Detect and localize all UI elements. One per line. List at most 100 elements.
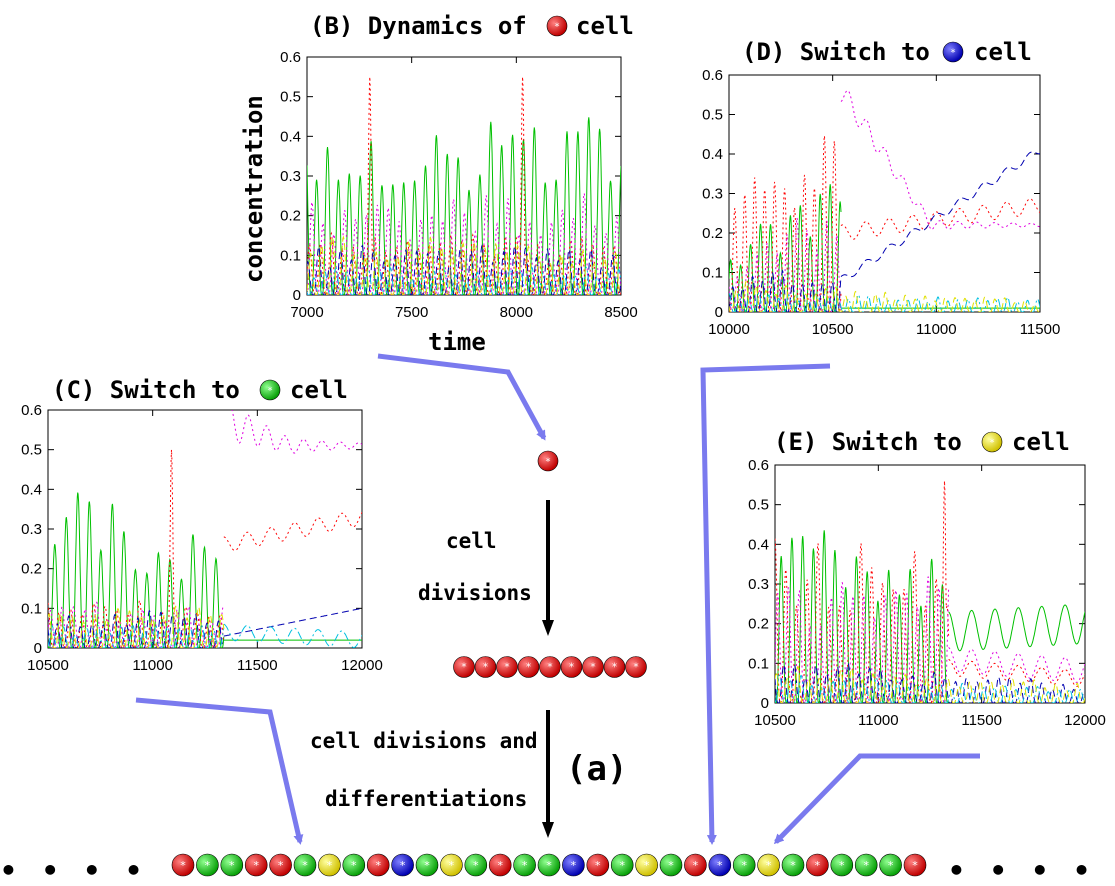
x-tick-label: 10000 (708, 321, 750, 338)
cell: * (610, 853, 634, 877)
panel-c-title-prefix: (C) Switch to (52, 376, 240, 404)
cell: * (244, 853, 268, 877)
series-line-yellow (775, 665, 1085, 703)
cell: * (318, 853, 341, 877)
svg-text:*: * (951, 48, 956, 59)
cell: * (496, 656, 518, 678)
x-tick-label: 8500 (604, 304, 637, 321)
series-line-magenta (307, 193, 621, 295)
dividing-cell-row: * * * * * * * * * (453, 656, 647, 678)
x-tick-label: 7000 (290, 304, 323, 321)
pointer-arrow-d (700, 363, 831, 845)
svg-text:*: * (205, 859, 211, 872)
series-line-red (729, 135, 842, 312)
svg-text:*: * (571, 859, 577, 872)
svg-text:*: * (612, 662, 617, 674)
y-tick-label: 0.5 (280, 89, 301, 106)
cell: * (517, 656, 540, 678)
series-line-magenta (840, 89, 1040, 231)
step1-line2: divisions (418, 581, 532, 605)
svg-text:*: * (504, 662, 509, 674)
cell: * (342, 853, 366, 877)
svg-text:*: * (546, 859, 552, 872)
panel-b-title-suffix: cell (576, 12, 634, 40)
series-line-blue (775, 662, 1085, 703)
y-tick-label: 0.3 (702, 186, 723, 203)
svg-text:*: * (302, 859, 308, 872)
panel-b-plot: 0 0.1 0.2 0.3 0.4 0.5 0.6 7000 7500 8000 8500 (280, 49, 638, 321)
cell: * (488, 853, 512, 877)
svg-text:*: * (526, 662, 531, 674)
cell: * (582, 656, 604, 678)
cell: * (625, 656, 647, 678)
cell: * (220, 853, 244, 877)
cell: * (562, 853, 585, 877)
y-tick-label: 0 (761, 695, 769, 712)
panel-d-title: (D) Switch to * cell (742, 38, 1032, 66)
series-line-magenta (948, 647, 1085, 683)
svg-text:*: * (253, 859, 259, 872)
cell: * (708, 853, 732, 877)
panel-c-title: (C) Switch to * cell (52, 376, 348, 404)
svg-text:*: * (375, 859, 381, 872)
cell: * (684, 853, 707, 877)
series-group (48, 410, 362, 648)
y-tick-label: 0.4 (748, 536, 769, 553)
cell: * (366, 853, 390, 877)
cell: * (806, 853, 829, 877)
left-ellipsis: • • • • (0, 854, 146, 886)
panel-c-title-suffix: cell (290, 376, 348, 404)
series-line-cyan (307, 266, 621, 295)
cell: * (854, 853, 878, 877)
panel-b-title-prefix: (B) Dynamics of (310, 12, 527, 40)
cell: * (269, 853, 292, 877)
y-tick-label: 0.3 (748, 576, 769, 593)
x-tick-label: 11500 (1020, 321, 1061, 338)
svg-text:*: * (278, 859, 284, 872)
x-tick-label: 11500 (237, 657, 278, 674)
panel-e-title-suffix: cell (1012, 428, 1070, 456)
svg-text:*: * (546, 457, 551, 468)
svg-text:*: * (766, 859, 772, 872)
svg-text:*: * (815, 859, 821, 872)
series-line-magenta (775, 576, 950, 703)
svg-text:*: * (351, 859, 357, 872)
step1-line1: cell (446, 529, 497, 553)
panel-e-title: (E) Switch to * cell (774, 428, 1070, 456)
series-line-red (840, 198, 1040, 240)
series-line-green (48, 492, 225, 648)
cell: * (732, 853, 756, 877)
panel-c-title-cell: * (259, 379, 281, 401)
y-tick-label: 0 (34, 640, 42, 657)
panel-d-title-prefix: (D) Switch to (742, 38, 930, 66)
series-line-green (775, 530, 950, 703)
panel-e-title-cell: * (981, 431, 1003, 453)
y-tick-label: 0.2 (21, 561, 42, 578)
panel-d-title-suffix: cell (974, 38, 1032, 66)
y-tick-label: 0.1 (21, 600, 42, 617)
cell: * (537, 450, 559, 472)
svg-text:*: * (547, 662, 552, 674)
x-tick-label: 12000 (341, 657, 383, 674)
cell: * (903, 853, 927, 877)
pointer-arrow-b (377, 353, 547, 441)
panel-b-xlabel: time (428, 328, 486, 356)
title-cell-icon: * (942, 41, 964, 63)
y-tick-label: 0.3 (280, 168, 301, 185)
x-tick-label: 8000 (500, 304, 533, 321)
y-tick-label: 0.6 (748, 457, 769, 474)
title-cell-icon: * (546, 15, 568, 37)
cell: * (474, 656, 497, 678)
svg-text:*: * (790, 859, 796, 872)
cell: * (440, 853, 463, 877)
cell: * (293, 853, 317, 877)
y-tick-label: 0.2 (748, 616, 769, 633)
x-tick-label: 10500 (754, 712, 796, 729)
plot-frame (728, 74, 1041, 313)
svg-text:*: * (644, 859, 650, 872)
y-tick-label: 0.3 (21, 521, 42, 538)
y-tick-label: 0.5 (21, 442, 42, 459)
x-tick-label: 11000 (858, 712, 899, 729)
svg-text:*: * (327, 859, 333, 872)
cell: * (453, 656, 475, 678)
